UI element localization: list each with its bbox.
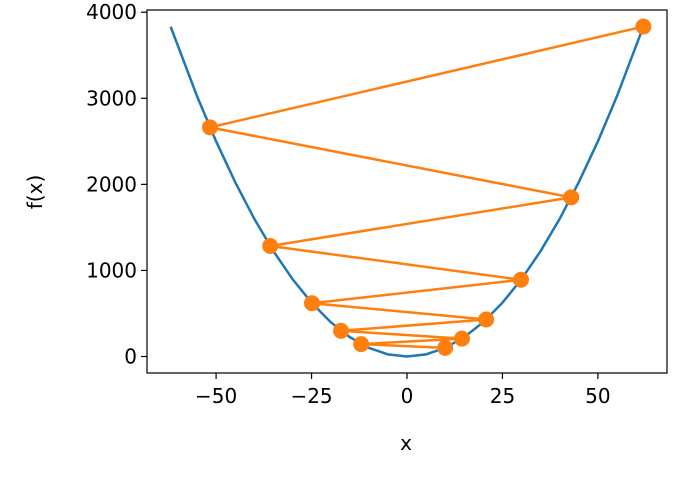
point <box>437 339 454 356</box>
y-tick-label: 4000 <box>86 0 137 24</box>
point <box>563 189 580 206</box>
point <box>353 336 370 353</box>
point <box>303 295 320 312</box>
y-axis-label: f(x) <box>23 175 47 209</box>
point <box>202 119 219 136</box>
point <box>453 330 470 347</box>
y-tick-label: 3000 <box>86 86 137 110</box>
x-tick-label: 50 <box>585 384 610 408</box>
y-tick-label: 0 <box>124 345 137 369</box>
x-tick-label: −50 <box>195 384 237 408</box>
line <box>209 25 644 350</box>
point <box>635 18 652 35</box>
line <box>169 26 645 358</box>
y-tick-label: 2000 <box>86 172 137 196</box>
plot-frame <box>146 9 668 374</box>
y-tick-label: 1000 <box>86 258 137 282</box>
point <box>333 322 350 339</box>
point <box>513 271 530 288</box>
point <box>262 237 279 254</box>
x-tick-label: 25 <box>490 384 515 408</box>
x-axis-label: x <box>400 431 412 455</box>
point <box>478 311 495 328</box>
x-tick-label: 0 <box>401 384 414 408</box>
x-tick-label: −25 <box>290 384 332 408</box>
